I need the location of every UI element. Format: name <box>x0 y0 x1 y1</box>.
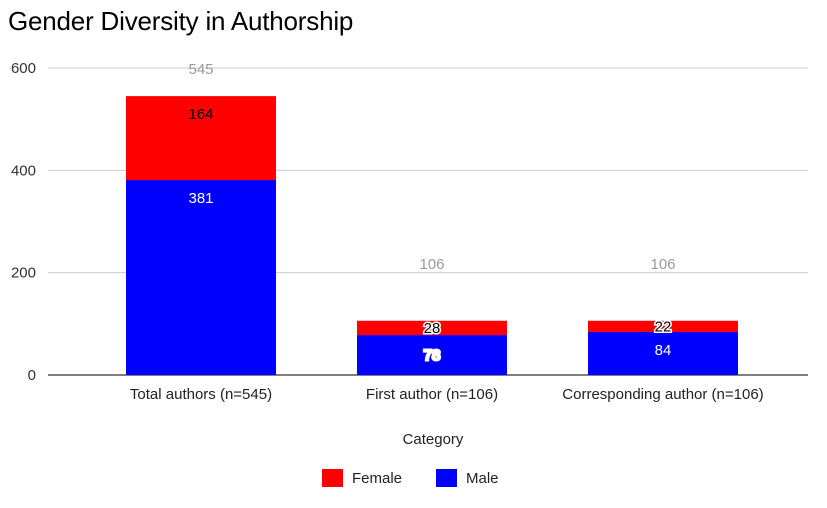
bars <box>126 96 738 375</box>
bar-female <box>357 320 507 336</box>
x-axis-label: Category <box>403 431 464 448</box>
data-label: 22 <box>655 318 672 335</box>
y-axis-ticks: 0 200 400 600 <box>11 60 36 384</box>
data-labels: 381 164 545 78 28 106 84 22 106 <box>188 61 675 365</box>
chart-title: Gender Diversity in Authorship <box>8 6 354 36</box>
data-label: 84 <box>655 342 672 359</box>
legend: Female Male <box>322 469 499 487</box>
bar-male <box>588 332 738 375</box>
bar-male <box>126 180 276 375</box>
legend-swatch-male <box>436 469 457 487</box>
x-tick-label: Corresponding author (n=106) <box>562 386 763 403</box>
data-label: 164 <box>188 106 213 123</box>
total-label: 106 <box>419 256 444 273</box>
data-label: 381 <box>188 190 213 207</box>
bar-female <box>126 96 276 181</box>
x-tick-label: First author (n=106) <box>366 386 498 403</box>
legend-label-male: Male <box>466 470 499 487</box>
total-label: 106 <box>650 256 675 273</box>
legend-swatch-female <box>322 469 343 487</box>
y-tick-label: 200 <box>11 265 36 282</box>
y-tick-label: 0 <box>28 367 36 384</box>
bar-female <box>588 320 738 333</box>
data-label: 28 <box>424 320 441 337</box>
legend-label-female: Female <box>352 470 402 487</box>
x-axis-ticks: Total authors (n=545) First author (n=106… <box>130 386 764 403</box>
bar-male <box>357 335 507 375</box>
y-tick-label: 600 <box>11 60 36 77</box>
y-tick-label: 400 <box>11 162 36 179</box>
x-tick-label: Total authors (n=545) <box>130 386 272 403</box>
total-label: 545 <box>188 61 213 78</box>
data-label: 78 <box>424 347 441 364</box>
